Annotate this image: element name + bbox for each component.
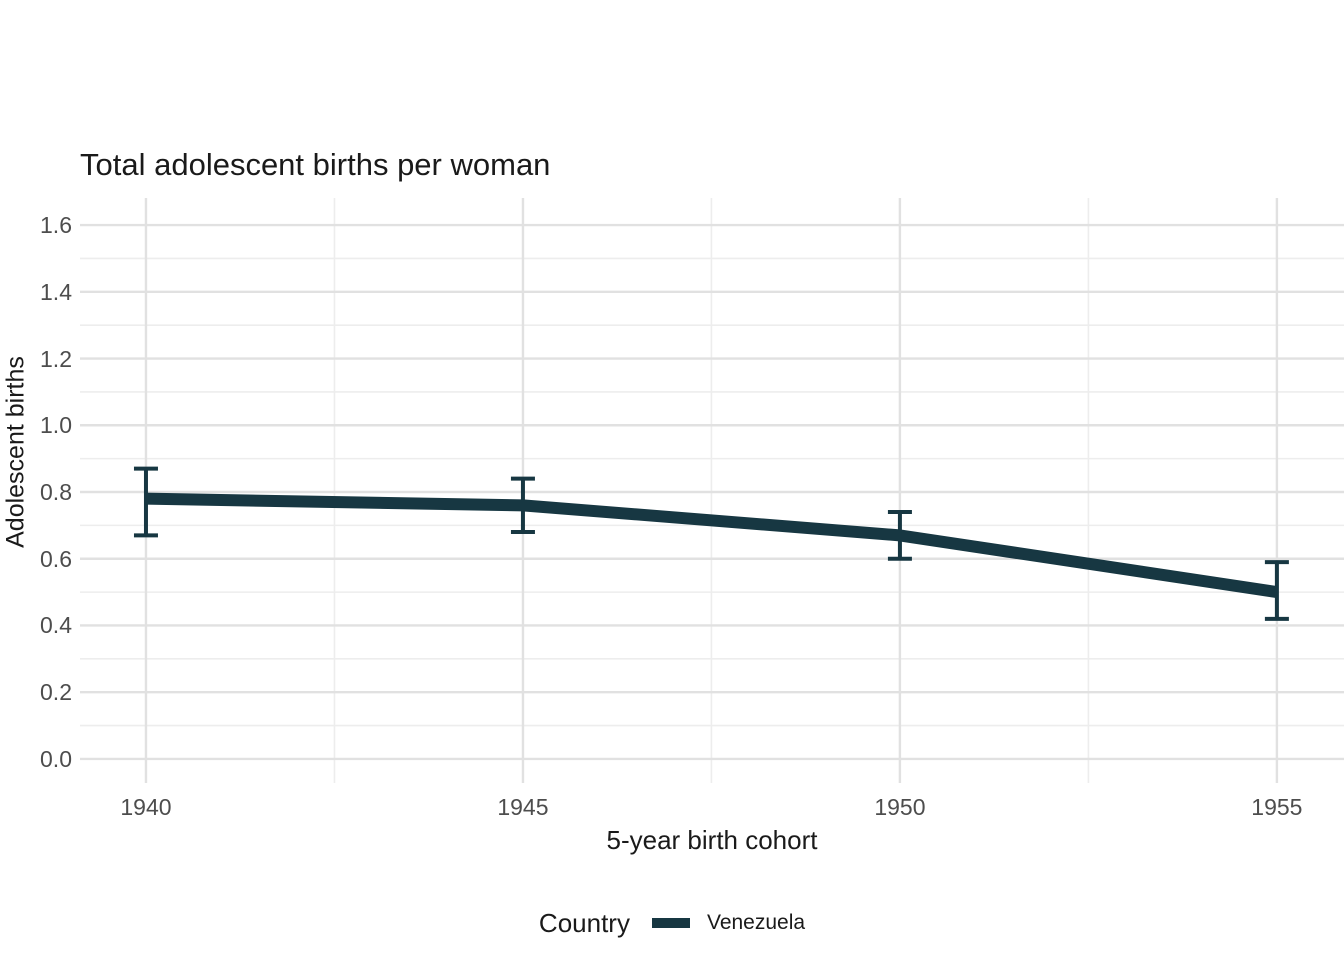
y-tick-label: 0.4	[40, 612, 72, 639]
y-tick-label: 1.2	[40, 345, 72, 372]
x-tick-label: 1955	[1251, 794, 1303, 820]
series-line-venezuela	[145, 492, 1278, 599]
legend-swatch-line	[651, 918, 690, 928]
y-tick-label: 0.6	[40, 545, 72, 572]
x-tick-label: 1950	[874, 794, 926, 820]
legend-title: Country	[538, 907, 630, 938]
chart-title: Total adolescent births per woman	[80, 147, 551, 182]
plot-panel	[80, 198, 1344, 783]
y-tick-label: 1.0	[40, 412, 72, 439]
y-axis-title: Adolescent births	[1, 356, 30, 548]
y-tick-label: 0.0	[40, 745, 72, 772]
y-tick-label: 1.6	[40, 212, 72, 239]
y-tick-label: 0.8	[40, 479, 72, 505]
legend: Country Venezuela	[0, 901, 1344, 945]
y-tick-label: 1.4	[40, 278, 72, 305]
x-tick-label: 1940	[120, 794, 172, 820]
x-axis-title: 5-year birth cohort	[606, 825, 818, 855]
x-tick-label: 1945	[497, 794, 549, 820]
legend-item-label: Venezuela	[706, 911, 806, 934]
y-tick-label: 0.2	[40, 679, 72, 706]
